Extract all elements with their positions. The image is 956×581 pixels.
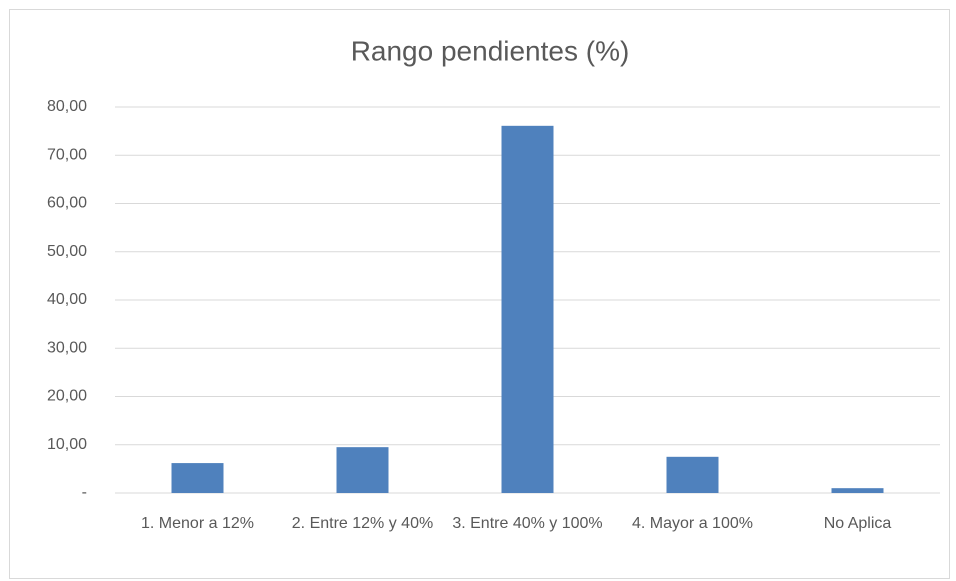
y-tick-label: 70,00 (47, 146, 87, 163)
bar (831, 488, 884, 493)
bar (501, 125, 554, 493)
y-tick-label: 40,00 (47, 291, 87, 308)
x-tick-label: 4. Mayor a 100% (632, 515, 753, 532)
bar (171, 463, 224, 493)
y-tick-label: 50,00 (47, 243, 87, 260)
chart-frame (9, 9, 950, 579)
x-tick-label: No Aplica (824, 515, 892, 532)
y-tick-label: 30,00 (47, 339, 87, 356)
y-tick-label: - (82, 484, 87, 501)
x-tick-label: 1. Menor a 12% (141, 515, 254, 532)
y-tick-label: 20,00 (47, 388, 87, 405)
bar (336, 447, 389, 493)
y-tick-label: 10,00 (47, 436, 87, 453)
y-tick-label: 80,00 (47, 98, 87, 115)
x-tick-label: 3. Entre 40% y 100% (452, 515, 602, 532)
bar (666, 456, 719, 493)
x-tick-label: 2. Entre 12% y 40% (292, 515, 433, 532)
y-tick-label: 60,00 (47, 195, 87, 212)
chart-title: Rango pendientes (%) (351, 35, 630, 66)
